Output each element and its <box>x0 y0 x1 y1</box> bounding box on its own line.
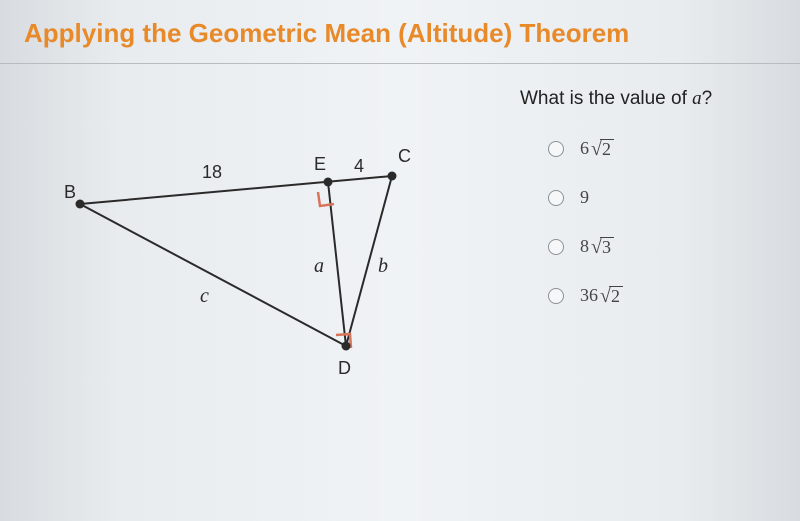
option-label: 8√3 <box>580 236 614 257</box>
geometry-diagram: B E C D 18 4 a b c <box>60 94 480 414</box>
question-prefix: What is the value of <box>520 88 692 109</box>
question-suffix: ? <box>702 88 713 109</box>
option-label: 6√2 <box>580 138 614 159</box>
svg-text:E: E <box>314 154 326 174</box>
question-column: What is the value of a? 6√2 9 8√3 36√2 <box>520 88 780 306</box>
svg-text:18: 18 <box>202 162 222 182</box>
radio-icon[interactable] <box>548 141 564 157</box>
option-label: 9 <box>580 187 589 208</box>
option-1[interactable]: 6√2 <box>548 138 780 159</box>
radio-icon[interactable] <box>548 288 564 304</box>
content-area: B E C D 18 4 a b c What is the value of a? 6√2 9 8… <box>0 64 800 504</box>
option-4[interactable]: 36√2 <box>548 285 780 306</box>
option-label: 36√2 <box>580 285 623 306</box>
page-title: Applying the Geometric Mean (Altitude) T… <box>24 18 776 49</box>
svg-text:D: D <box>338 358 351 378</box>
option-2[interactable]: 9 <box>548 187 780 208</box>
option-3[interactable]: 8√3 <box>548 236 780 257</box>
svg-text:C: C <box>398 146 411 166</box>
svg-text:4: 4 <box>354 156 364 176</box>
question-text: What is the value of a? <box>520 88 780 110</box>
options-list: 6√2 9 8√3 36√2 <box>520 138 780 306</box>
header: Applying the Geometric Mean (Altitude) T… <box>0 0 800 63</box>
svg-text:c: c <box>200 285 209 307</box>
question-variable: a <box>692 88 702 109</box>
svg-text:a: a <box>314 255 324 277</box>
svg-text:B: B <box>64 182 76 202</box>
radio-icon[interactable] <box>548 239 564 255</box>
radio-icon[interactable] <box>548 190 564 206</box>
svg-text:b: b <box>378 255 388 277</box>
